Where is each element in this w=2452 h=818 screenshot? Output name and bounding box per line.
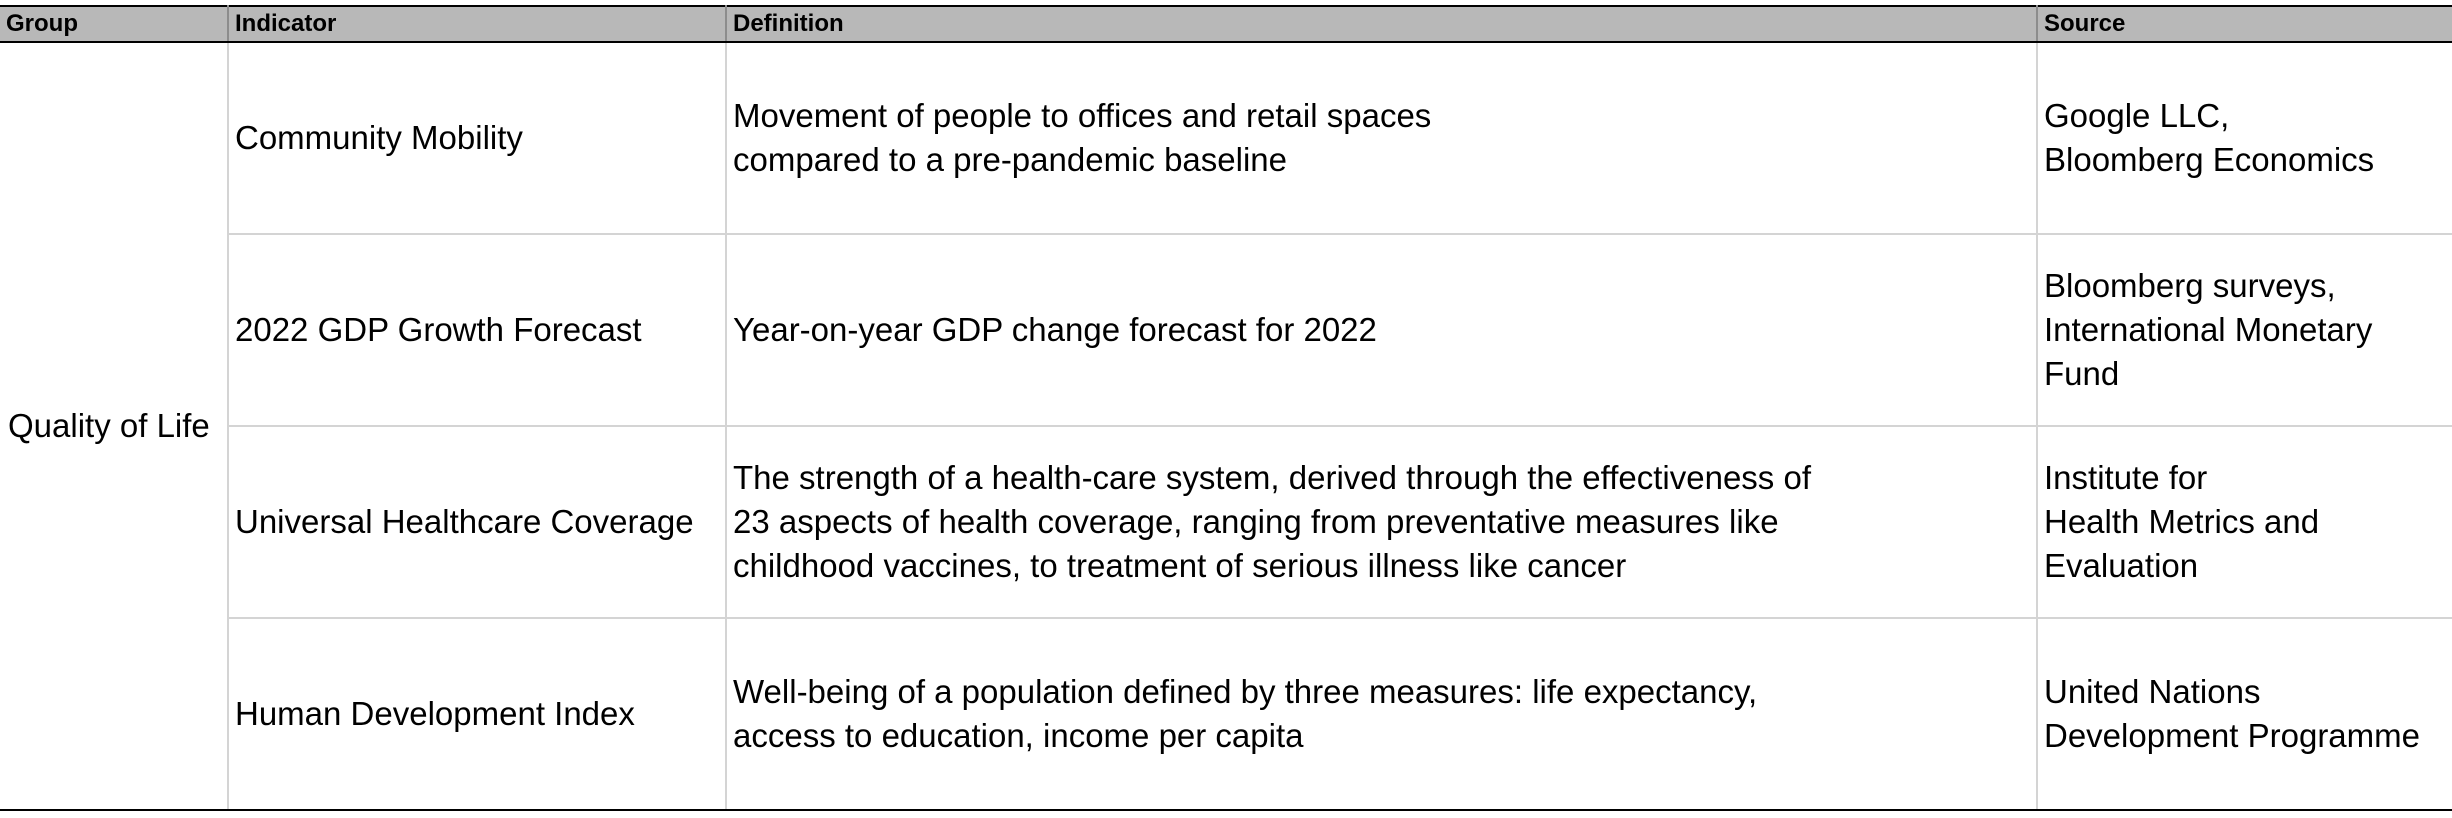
definition-line: 23 aspects of health coverage, ranging f… — [733, 503, 1779, 540]
indicator-cell: Universal Healthcare Coverage — [228, 426, 727, 619]
indicator-cell: Human Development Index — [228, 618, 727, 811]
source-line: Bloomberg Economics — [2044, 141, 2375, 178]
source-cell: Google LLC, Bloomberg Economics — [2037, 42, 2452, 235]
definition-line: Movement of people to offices and retail… — [733, 97, 1432, 134]
source-cell: Bloomberg surveys, International Monetar… — [2037, 234, 2452, 427]
source-cell: Institute for Health Metrics and Evaluat… — [2037, 426, 2452, 619]
definition-line: Well-being of a population defined by th… — [733, 673, 1758, 710]
source-line: Health Metrics and — [2044, 503, 2320, 540]
definition-cell: Well-being of a population defined by th… — [726, 618, 2038, 811]
source-line: Development Programme — [2044, 717, 2420, 754]
definition-line: compared to a pre-pandemic baseline — [733, 141, 1287, 178]
source-cell: United Nations Development Programme — [2037, 618, 2452, 811]
source-line: Institute for — [2044, 459, 2208, 496]
source-line: Evaluation — [2044, 547, 2199, 584]
table-row: Quality of Life Community Mobility Movem… — [0, 42, 2452, 811]
header-row: Group Indicator Definition Source — [0, 5, 2452, 43]
header-source: Source — [2037, 5, 2452, 43]
table-row: Human Development Index Well-being of a … — [0, 618, 2452, 811]
header-definition: Definition — [726, 5, 2038, 43]
source-line: United Nations — [2044, 673, 2261, 710]
indicator-table-container: Group Indicator Definition Source Qualit… — [0, 5, 2452, 811]
source-line: Fund — [2044, 355, 2120, 392]
definition-line: Year-on-year GDP change forecast for 202… — [733, 311, 1377, 348]
definition-line: access to education, income per capita — [733, 717, 1304, 754]
header-group: Group — [0, 5, 229, 43]
source-line: Google LLC, — [2044, 97, 2230, 134]
source-line: International Monetary — [2044, 311, 2373, 348]
group-cell: Quality of Life — [0, 42, 229, 811]
definition-line: childhood vaccines, to treatment of seri… — [733, 547, 1627, 584]
definition-line: The strength of a health-care system, de… — [733, 459, 1811, 496]
table-row: 2022 GDP Growth Forecast Year-on-year GD… — [0, 234, 2452, 427]
source-line: Bloomberg surveys, — [2044, 267, 2336, 304]
indicator-table: Group Indicator Definition Source Qualit… — [0, 5, 2452, 811]
definition-cell: Movement of people to offices and retail… — [726, 42, 2038, 235]
table-header: Group Indicator Definition Source — [0, 5, 2452, 43]
definition-cell: The strength of a health-care system, de… — [726, 426, 2038, 619]
header-indicator: Indicator — [228, 5, 727, 43]
table-row: Universal Healthcare Coverage The streng… — [0, 426, 2452, 619]
table-body: Quality of Life Community Mobility Movem… — [0, 42, 2452, 811]
indicator-cell: Community Mobility — [228, 42, 727, 235]
indicator-cell: 2022 GDP Growth Forecast — [228, 234, 727, 427]
definition-cell: Year-on-year GDP change forecast for 202… — [726, 234, 2038, 427]
